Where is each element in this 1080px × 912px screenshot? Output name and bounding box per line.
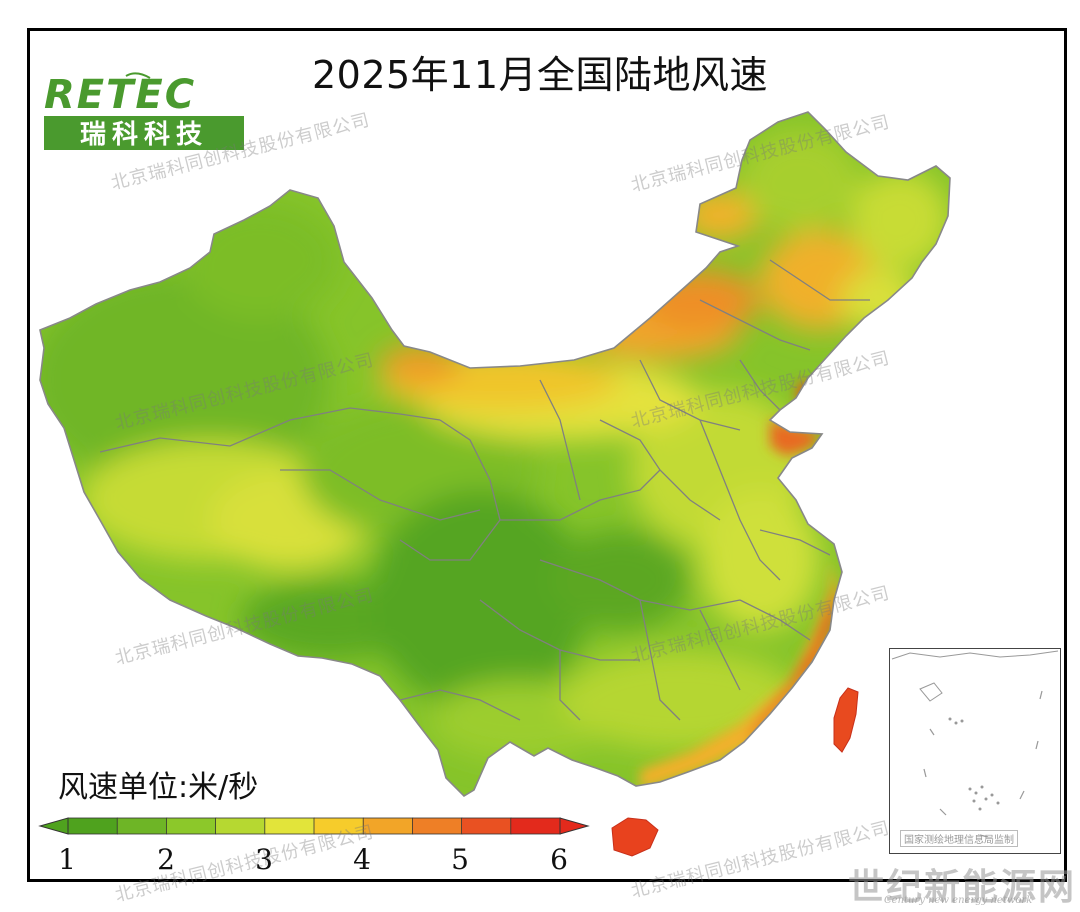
legend-tick: 2	[157, 843, 175, 876]
legend-tick: 6	[550, 843, 568, 876]
colorbar	[38, 817, 590, 835]
colorbar-segment	[165, 817, 217, 835]
logo-brand: RETEC	[44, 72, 196, 118]
legend-tick: 5	[451, 843, 469, 876]
colorbar-segment	[510, 817, 561, 835]
colorbar-segment	[67, 817, 119, 835]
logo-graphic: RETEC 瑞科科技	[44, 72, 244, 150]
colorbar-segment	[264, 817, 315, 835]
inset-map	[891, 650, 1059, 838]
south-china-sea-inset: 国家测绘地理信息局监制	[889, 648, 1061, 854]
legend-tick: 1	[58, 843, 76, 876]
logo-subtitle: 瑞科科技	[80, 120, 208, 150]
colorbar-segment	[116, 817, 168, 835]
legend-tick: 4	[353, 843, 371, 876]
source-subtitle: Century new energy network	[884, 895, 1033, 906]
inset-caption: 国家测绘地理信息局监制	[900, 830, 1018, 847]
colorbar-left-arrow	[38, 817, 69, 835]
company-logo: RETEC 瑞科科技	[40, 72, 248, 152]
legend-tick: 3	[255, 843, 273, 876]
legend-unit-label: 风速单位:米/秒	[58, 770, 259, 805]
colorbar-segment	[461, 817, 512, 835]
taiwan-island	[833, 687, 859, 753]
province-boundaries	[99, 259, 870, 721]
colorbar-right-arrow	[559, 817, 590, 835]
hainan-island	[611, 817, 659, 857]
colorbar-segment	[215, 817, 266, 835]
map-title: 2025年11月全国陆地风速	[311, 53, 769, 97]
colorbar-segment	[411, 817, 463, 835]
source-watermark: 世纪新能源网	[848, 867, 1077, 908]
